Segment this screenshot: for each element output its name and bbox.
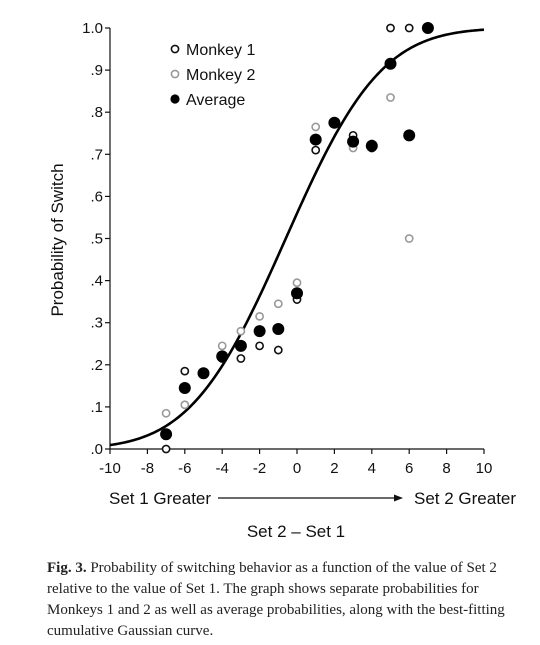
x-tick-label: -6 (178, 460, 191, 477)
y-tick-label: .6 (90, 188, 103, 205)
caption-text: Probability of switching behavior as a f… (47, 560, 505, 639)
scatter-chart: .0 .1 .2 .3 .4 .5 .6 .7 .8 .9 1.0 -10 -8 -6 -4 -2 0 2 4 6 8… (48, 20, 516, 541)
caption-lead: Fig. 3. (47, 560, 87, 576)
monkey-1-point (273, 345, 283, 355)
monkey-1-point (404, 23, 414, 33)
x-tick-label: -8 (141, 460, 154, 477)
y-tick-label: 1.0 (82, 20, 103, 37)
x-tick-label: 6 (405, 460, 413, 477)
monkey-1-point (311, 145, 321, 155)
monkey-1-point (161, 444, 171, 454)
monkey-2-point (311, 122, 321, 132)
monkey-1-point (236, 354, 246, 363)
average-point (291, 287, 303, 300)
average-point (234, 339, 247, 352)
monkey-2-point (217, 341, 227, 351)
monkey-2-point (236, 326, 246, 336)
average-point (403, 129, 416, 142)
average-point (365, 139, 378, 152)
average-point (328, 116, 341, 129)
y-tick-label: .9 (90, 62, 103, 79)
monkey-2-legend-label: Monkey 2 (186, 67, 255, 84)
monkey-2-point (180, 400, 190, 410)
y-axis-title: Probability of Switch (48, 163, 67, 316)
y-tick-label: .0 (90, 441, 103, 458)
monkey-1-point (180, 366, 190, 376)
x-tick-label: -4 (216, 460, 229, 477)
y-tick-label: .4 (90, 273, 103, 290)
figure-caption: Fig. 3. Probability of switching behavio… (47, 558, 527, 642)
x-tick-label: 8 (442, 460, 450, 477)
monkey-2-point (161, 408, 171, 418)
monkey-2-point (292, 278, 302, 288)
monkey-2-legend-marker (170, 69, 180, 79)
average-point (421, 22, 434, 34)
y-tick-label: .1 (90, 399, 103, 416)
average-point (178, 381, 191, 394)
x-axis-title: Set 2 – Set 1 (247, 522, 345, 541)
y-tick-label: .8 (90, 104, 103, 121)
x-tick-label: 2 (330, 460, 338, 477)
average-legend-marker (170, 94, 180, 104)
average-point (216, 350, 229, 363)
legend: Monkey 1 Monkey 2 Average (170, 42, 255, 109)
data-points (160, 22, 434, 454)
monkey-1-point (255, 341, 264, 351)
average-point (272, 323, 285, 336)
x-tick-label: -10 (99, 460, 121, 477)
average-point (160, 428, 173, 441)
x-tick-label: -2 (253, 460, 266, 477)
average-point (384, 57, 397, 70)
y-tick-label: .2 (90, 357, 103, 374)
direction-arrowhead (394, 494, 403, 502)
x-tick-label: 10 (476, 460, 493, 477)
x-axis: -10 -8 -6 -4 -2 0 2 4 6 8 10 (99, 448, 493, 477)
monkey-1-point (386, 23, 395, 33)
average-point (253, 325, 266, 338)
y-tick-label: .7 (90, 146, 103, 163)
monkey-1-legend-marker (170, 44, 180, 54)
average-point (309, 133, 322, 146)
fit-curve-layer (109, 28, 485, 447)
x-tick-label: 0 (293, 460, 301, 477)
monkey-2-point (273, 299, 283, 309)
monkey-2-point (386, 93, 395, 102)
monkey-1-legend-label: Monkey 1 (186, 42, 255, 59)
y-axis: .0 .1 .2 .3 .4 .5 .6 .7 .8 .9 1.0 (82, 20, 111, 458)
fit-curve (109, 28, 485, 447)
monkey-2-point (404, 234, 414, 243)
direction-right-label: Set 2 Greater (414, 489, 516, 508)
monkey-2-point (255, 311, 264, 321)
average-point (347, 135, 360, 148)
direction-left-label: Set 1 Greater (109, 489, 211, 508)
average-legend-label: Average (186, 92, 245, 109)
y-tick-label: .3 (90, 315, 103, 332)
y-tick-label: .5 (90, 231, 103, 248)
average-point (197, 367, 210, 380)
x-tick-label: 4 (368, 460, 376, 477)
